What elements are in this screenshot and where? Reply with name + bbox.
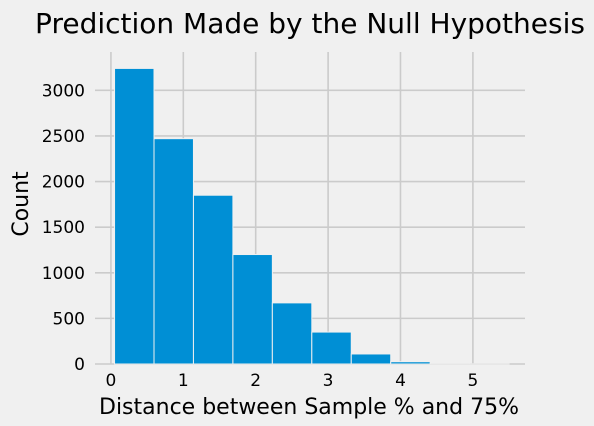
histogram-bar bbox=[390, 361, 431, 365]
y-tick-label: 2000 bbox=[42, 173, 85, 193]
y-tick-label: 3000 bbox=[42, 81, 85, 101]
histogram-bar bbox=[114, 67, 155, 365]
x-tick-label: 3 bbox=[323, 371, 334, 391]
histogram-bar bbox=[271, 302, 313, 365]
histogram-bar bbox=[192, 194, 234, 365]
histogram-bar bbox=[311, 331, 352, 365]
x-tick-label: 1 bbox=[178, 371, 189, 391]
y-tick-label: 1000 bbox=[42, 264, 85, 284]
chart-title: Prediction Made by the Null Hypothesis bbox=[35, 7, 585, 40]
x-tick-label: 4 bbox=[395, 371, 406, 391]
x-tick-label: 0 bbox=[106, 371, 117, 391]
y-tick-label: 500 bbox=[53, 309, 85, 329]
x-tick-label: 5 bbox=[467, 371, 478, 391]
y-tick-label: 0 bbox=[74, 355, 85, 375]
x-axis-label: Distance between Sample % and 75% bbox=[99, 395, 519, 420]
y-tick-label: 1500 bbox=[42, 218, 85, 238]
histogram-bar bbox=[350, 353, 392, 365]
y-axis-label: Count bbox=[9, 171, 34, 237]
histogram-bar bbox=[153, 138, 194, 365]
histogram-bar bbox=[232, 254, 273, 365]
x-tick-label: 2 bbox=[250, 371, 261, 391]
bars-layer bbox=[114, 67, 510, 365]
y-tick-label: 2500 bbox=[42, 127, 85, 147]
ticks-layer: 0 500 1000 1500 2000 2500 3000 0 1 2 3 4 5 bbox=[42, 81, 479, 391]
